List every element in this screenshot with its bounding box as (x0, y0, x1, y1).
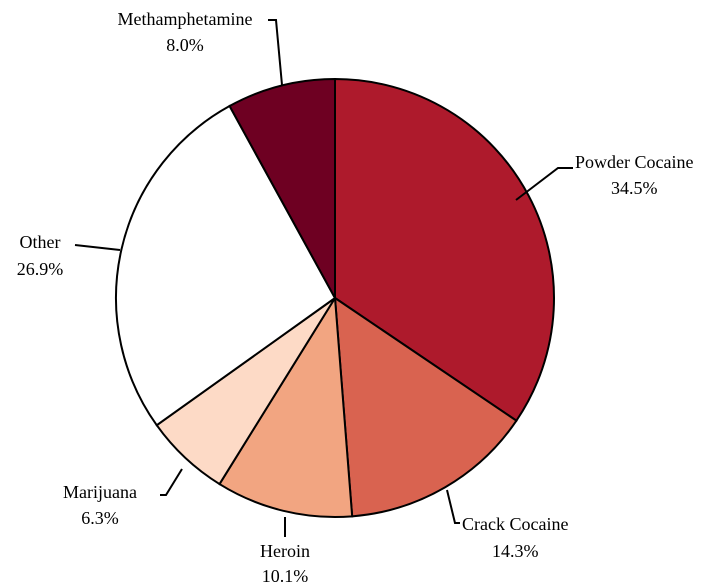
slice-value-label-methamphetamine: 8.0% (166, 35, 204, 55)
slice-value-label-powder-cocaine: 34.5% (611, 178, 658, 198)
slice-labels: Powder Cocaine 34.5% Crack Cocaine 14.3% Her… (17, 9, 694, 585)
pie-slice-other (115, 104, 337, 427)
leader-line-crack-cocaine (446, 489, 460, 524)
slice-name-label-powder-cocaine: Powder Cocaine (575, 152, 693, 172)
slice-name-label-heroin: Heroin (260, 541, 310, 561)
slice-name-label-marijuana: Marijuana (63, 482, 137, 502)
slice-name-label-methamphetamine: Methamphetamine (118, 9, 253, 29)
slice-value-label-crack-cocaine: 14.3% (492, 541, 539, 561)
pie-slice-methamphetamine (228, 77, 336, 299)
slice-name-label-crack-cocaine: Crack Cocaine (462, 514, 568, 534)
slice-value-label-marijuana: 6.3% (81, 508, 119, 528)
pie-slice-heroin (218, 294, 354, 518)
slice-value-label-heroin: 10.1% (262, 566, 309, 585)
slice-name-label-other: Other (20, 232, 61, 252)
leader-line-powder-cocaine (515, 167, 573, 201)
pie-slice-powder-cocaine (334, 77, 555, 423)
slice-value-label-other: 26.9% (17, 259, 64, 279)
leader-line-methamphetamine (268, 19, 283, 86)
leader-lines (74, 19, 573, 537)
leader-line-other (74, 244, 121, 251)
leader-line-marijuana (160, 468, 183, 496)
pie-slices (115, 77, 555, 518)
pie-slice-crack-cocaine (333, 296, 518, 518)
